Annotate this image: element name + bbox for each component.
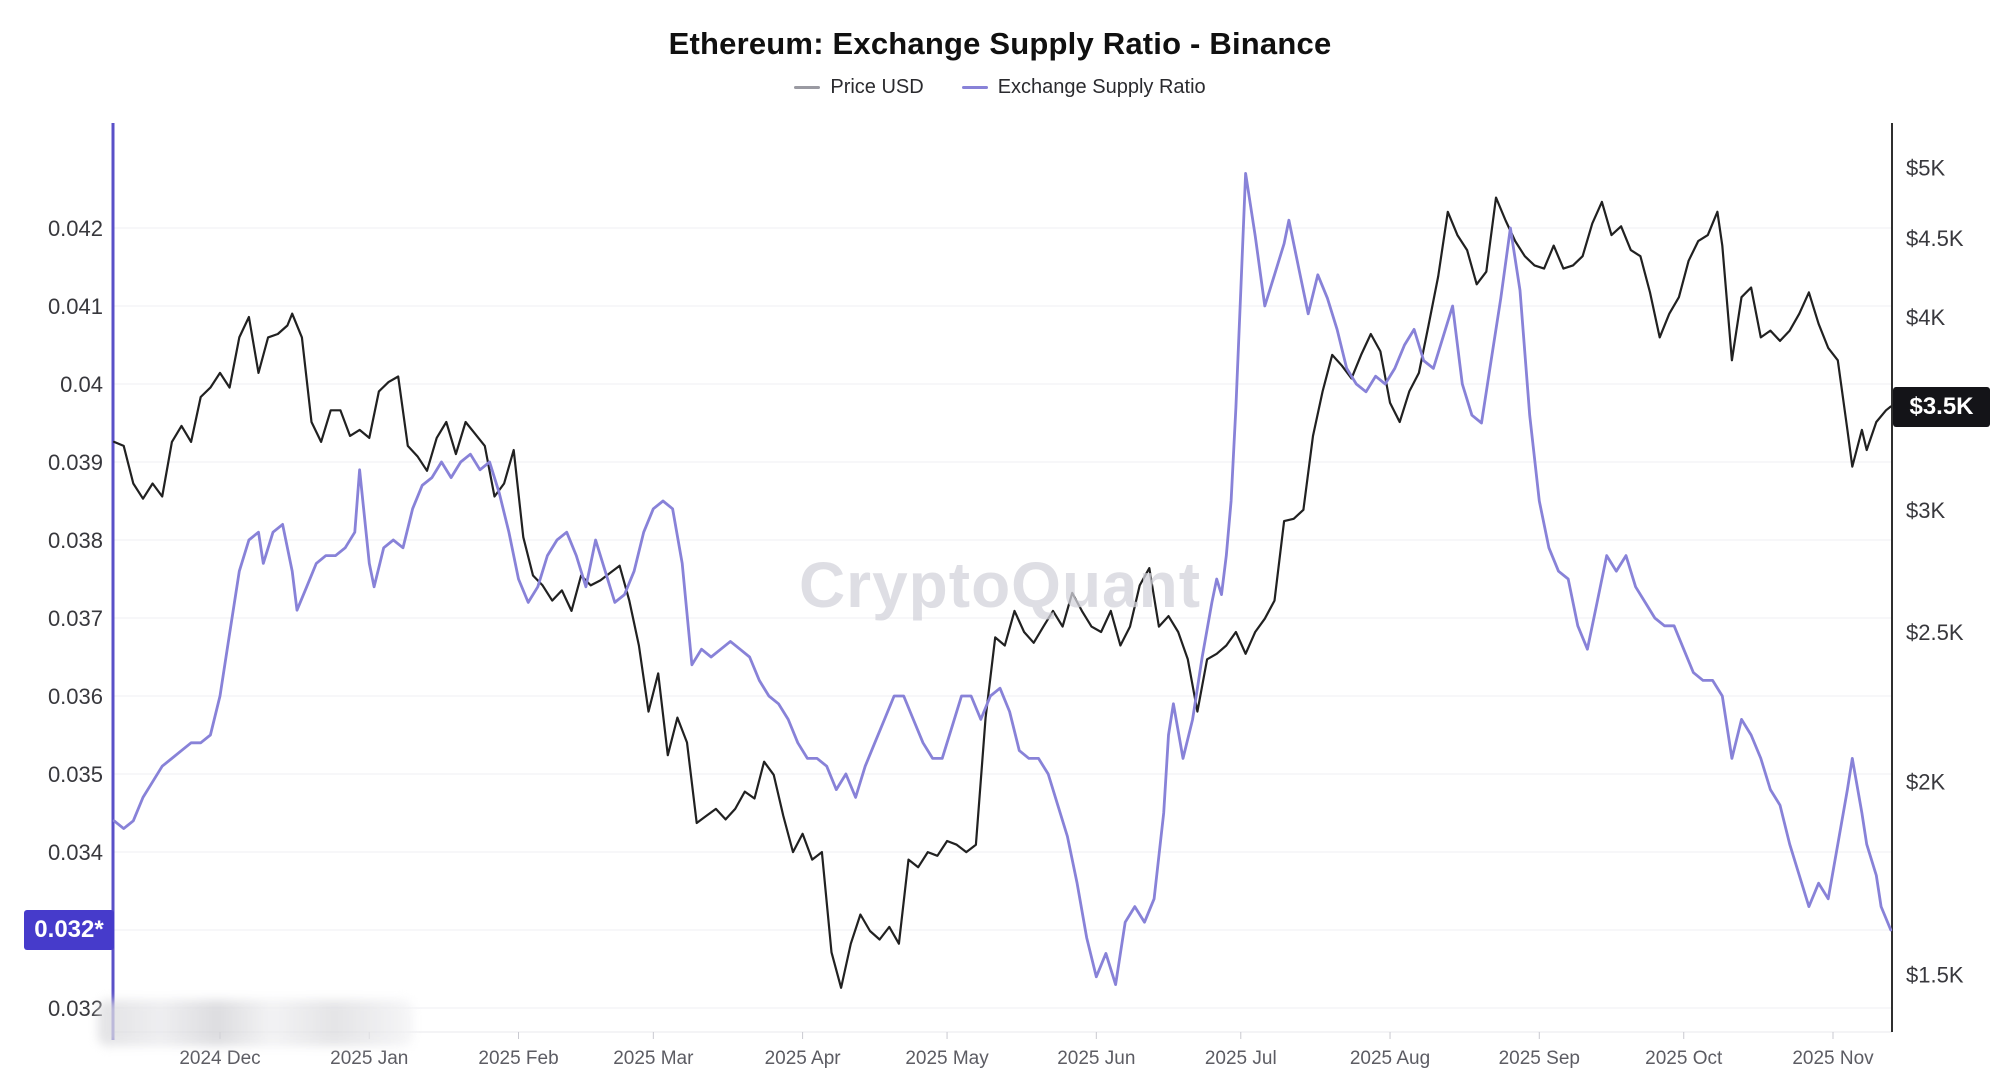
right-axis-tick-label: $2.5K (1906, 620, 1964, 645)
chart-title: Ethereum: Exchange Supply Ratio - Binanc… (668, 26, 1332, 61)
ratio-line-swatch-icon (961, 86, 988, 89)
x-axis-month-label: 2025 Sep (1499, 1048, 1580, 1069)
x-axis-month-label: 2024 Dec (179, 1048, 260, 1069)
left-axis-tick-label: 0.039 (48, 450, 103, 475)
redacted-watermark-blur (98, 1000, 413, 1046)
price-line (112, 196, 1892, 989)
left-axis-tick-label: 0.032 (48, 996, 103, 1021)
x-axis-month-label: 2025 Oct (1645, 1048, 1723, 1069)
price-line-swatch-icon (794, 86, 821, 89)
x-axis-month-label: 2025 Feb (478, 1048, 558, 1069)
right-axis-tick-label: $4.5K (1906, 226, 1964, 251)
x-axis-month-label: 2025 Aug (1350, 1048, 1430, 1069)
legend-item-exchange-supply-ratio[interactable]: Exchange Supply Ratio (961, 76, 1206, 99)
x-axis-month-label: 2025 Nov (1792, 1048, 1874, 1069)
left-axis-tick-label: 0.042 (48, 216, 103, 241)
legend-label-exchange-supply-ratio: Exchange Supply Ratio (997, 76, 1206, 98)
left-axis-tick-label: 0.035 (48, 762, 103, 787)
legend-item-price-usd[interactable]: Price USD (794, 76, 924, 99)
x-axis-month-label: 2025 Jan (330, 1048, 408, 1069)
price-current-value-badge: $3.5K (1893, 386, 1990, 427)
ratio-line (112, 171, 1893, 986)
x-axis-month-label: 2025 Mar (613, 1048, 694, 1069)
left-axis-tick-label: 0.037 (48, 606, 103, 631)
right-axis-tick-label: $1.5K (1906, 962, 1964, 987)
left-axis-tick-label: 0.041 (48, 294, 103, 319)
left-axis-tick-label: 0.034 (48, 840, 103, 865)
left-axis-tick-label: 0.038 (48, 528, 103, 553)
chart-legend: Price USD Exchange Supply Ratio (0, 76, 2000, 99)
right-axis-tick-label: $2K (1906, 770, 1945, 795)
left-axis-tick-label: 0.036 (48, 684, 103, 709)
x-axis-month-label: 2025 Jun (1057, 1048, 1135, 1069)
legend-label-price-usd: Price USD (830, 76, 924, 98)
x-axis-month-label: 2025 Apr (765, 1048, 842, 1069)
right-axis-tick-label: $5K (1906, 155, 1945, 180)
x-axis-month-label: 2025 Jul (1205, 1048, 1277, 1069)
left-axis-tick-label: 0.04 (60, 372, 103, 397)
right-axis-tick-label: $3K (1906, 498, 1945, 523)
right-axis-tick-label: $4K (1906, 305, 1945, 330)
x-axis-month-label: 2025 May (905, 1048, 989, 1069)
ratio-current-value-badge: 0.032* (24, 910, 114, 950)
